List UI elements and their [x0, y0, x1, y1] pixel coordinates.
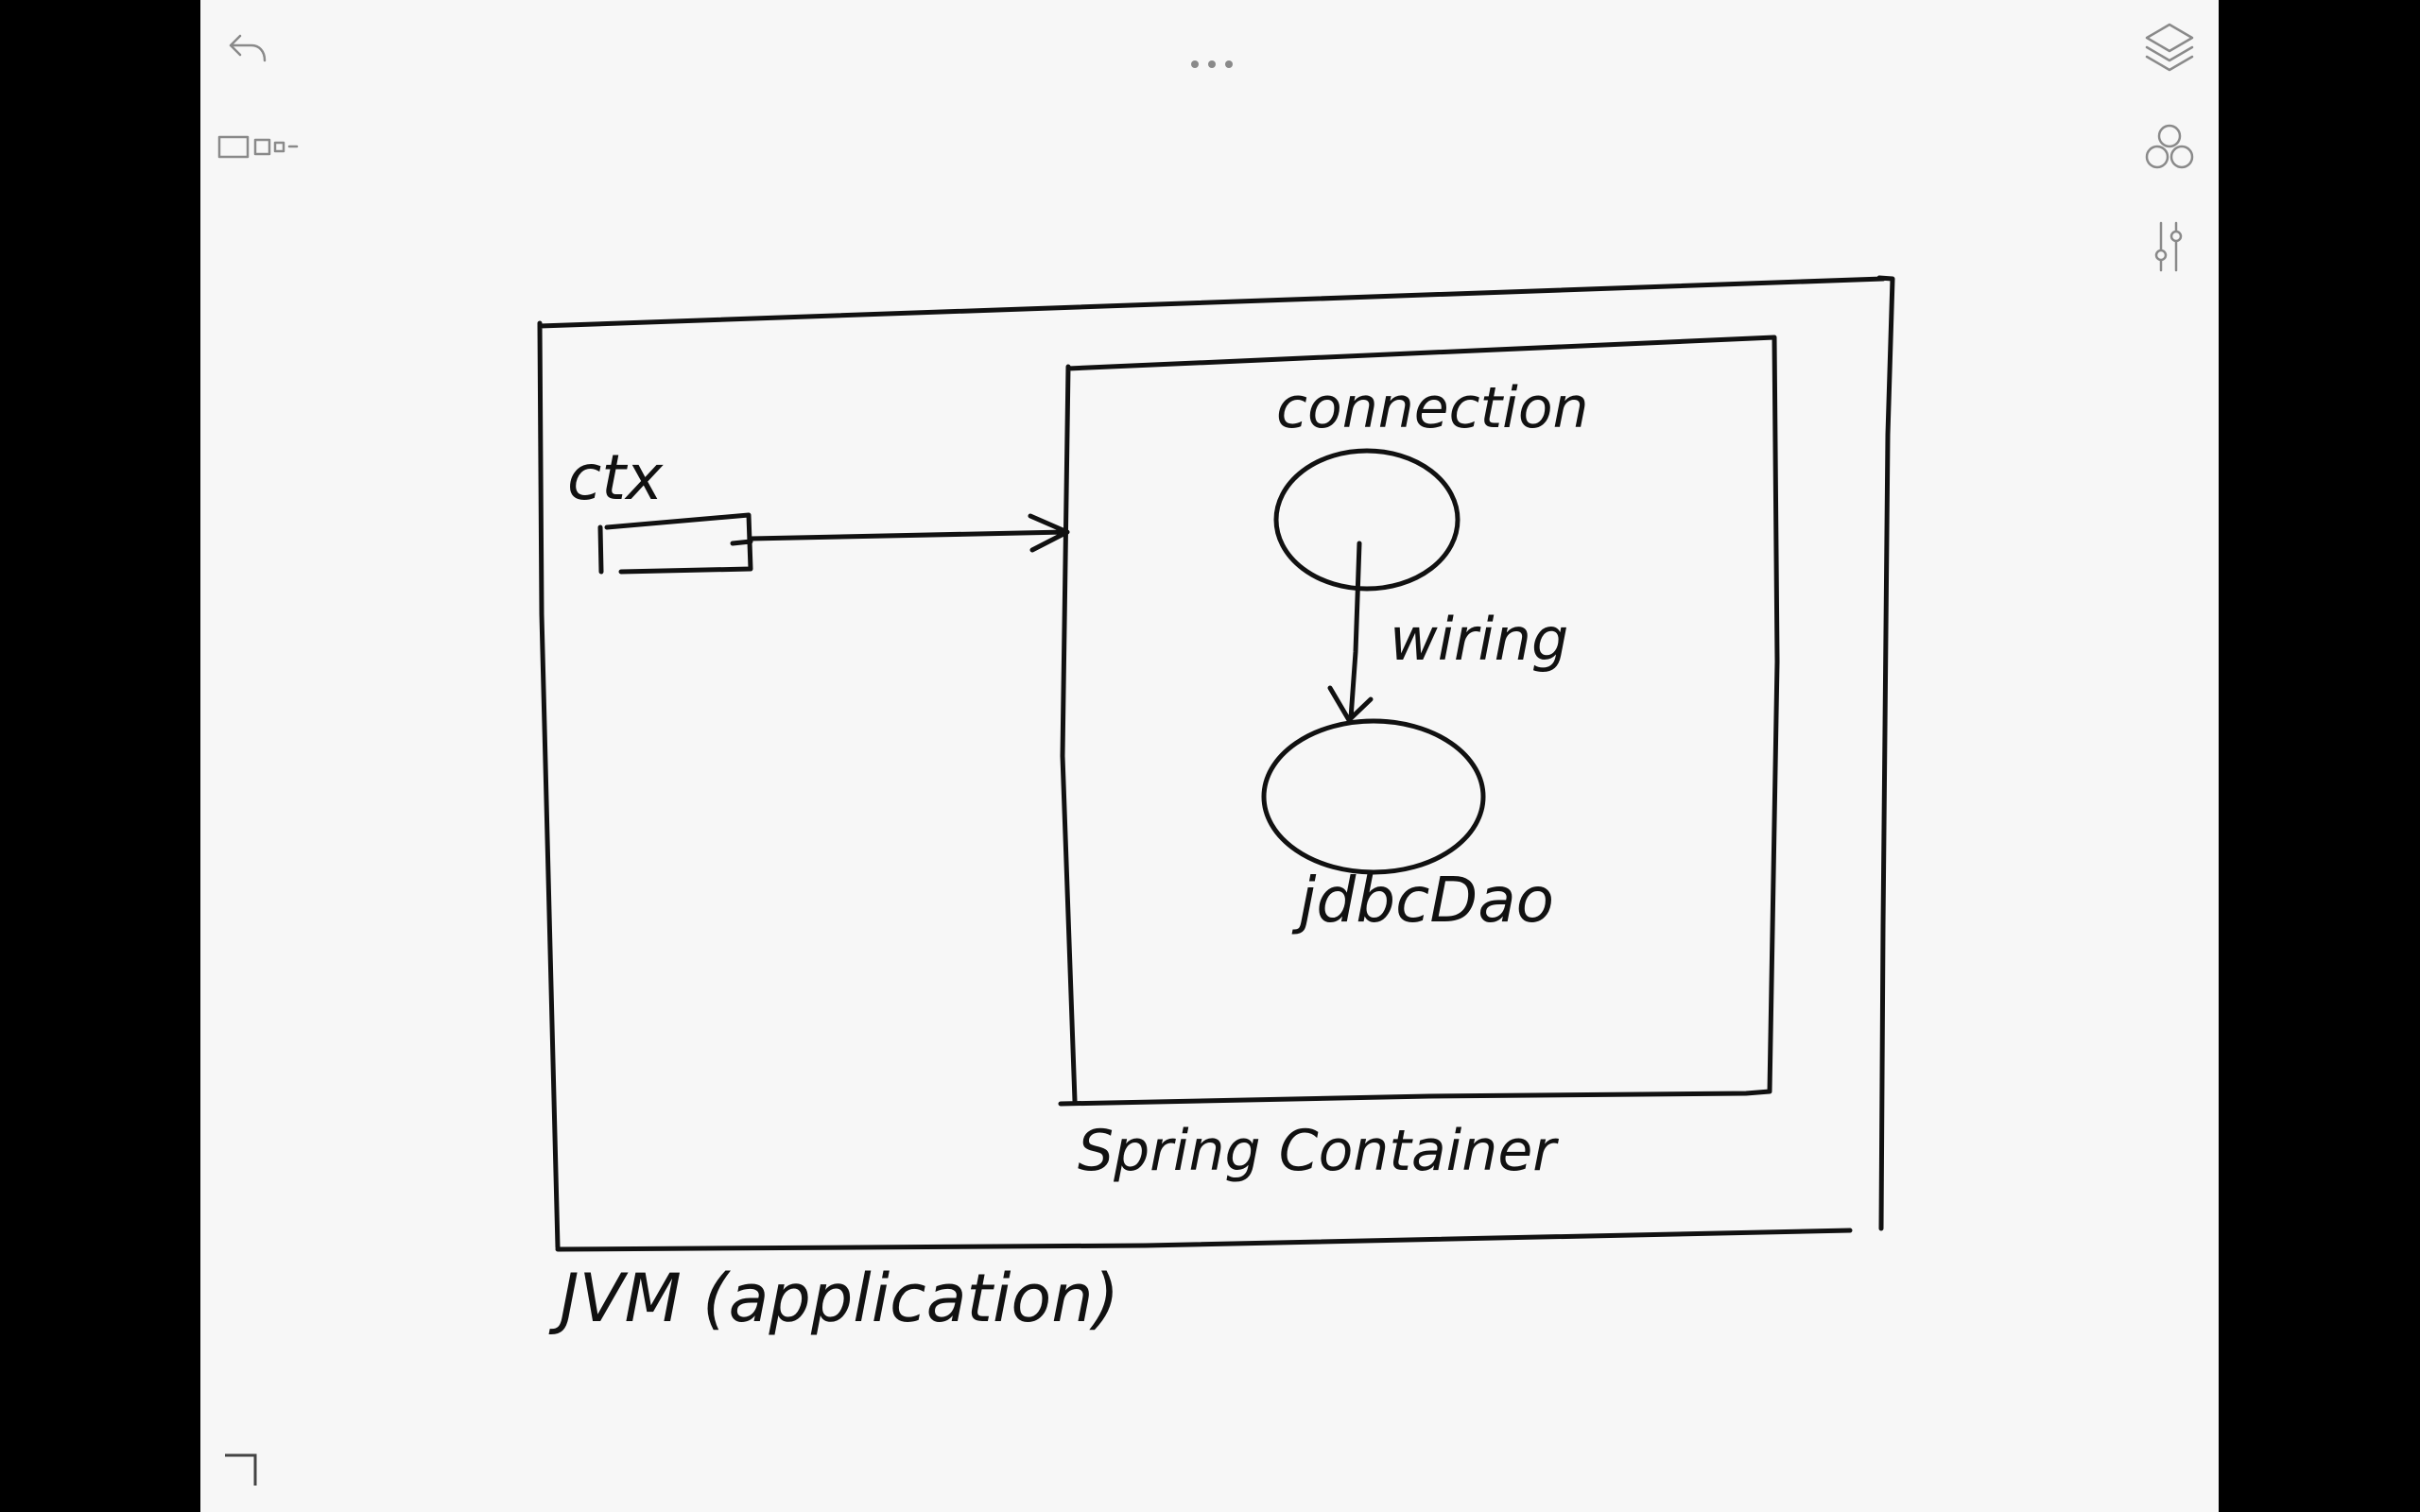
ctx-reference-box: [597, 512, 753, 575]
letterbox-right: [2219, 0, 2420, 1512]
shapes-circles-icon[interactable]: [2143, 121, 2196, 174]
corner-resize-icon[interactable]: [223, 1452, 261, 1489]
jvm-application-label: JVM (application): [548, 1260, 1119, 1337]
spring-container-label: Spring Container: [1078, 1118, 1559, 1184]
wiring-arrow: [1327, 541, 1374, 723]
undo-arrow-icon[interactable]: [227, 28, 268, 66]
wiring-label: wiring: [1390, 605, 1568, 674]
connection-label: connection: [1276, 375, 1589, 441]
adjust-sliders-icon[interactable]: [2150, 219, 2187, 274]
jvm-box: [537, 275, 1895, 1252]
spring-container-box: [1058, 335, 1780, 1107]
jdbcdao-bean-circle: [1261, 718, 1486, 875]
ctx-to-container-arrow: [748, 513, 1070, 553]
letterbox-left: [0, 0, 200, 1512]
more-dots-icon[interactable]: [1185, 55, 1242, 74]
ctx-label: ctx: [567, 441, 664, 514]
layers-icon[interactable]: [2143, 21, 2196, 76]
page-thumbnails-icon[interactable]: [217, 132, 302, 161]
sketch-layer: ctx connection wiring jdbcDao Spring Con…: [537, 275, 1895, 1337]
jdbcdao-label: jdbcDao: [1291, 864, 1554, 936]
drawing-canvas[interactable]: ctx connection wiring jdbcDao Spring Con…: [200, 0, 2219, 1512]
connection-bean-circle: [1273, 448, 1461, 592]
